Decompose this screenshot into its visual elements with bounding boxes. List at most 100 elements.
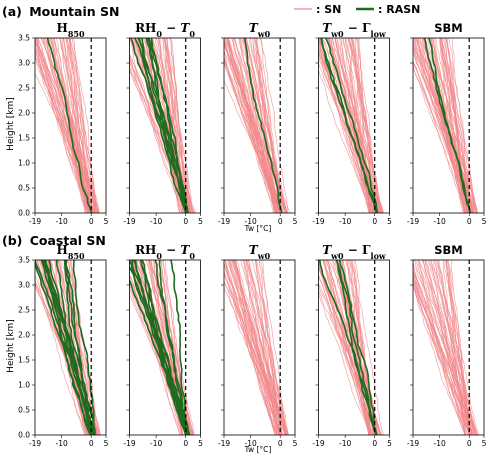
rasn-line (72, 260, 96, 435)
y-tick-label: 0.5 (18, 184, 30, 193)
x-tick-label: 0 (89, 217, 94, 226)
y-tick-label: 3.5 (18, 34, 30, 43)
x-tick-label: 5 (482, 439, 487, 448)
x-tick-label: -10 (150, 439, 162, 448)
x-tick-label: -19 (218, 217, 230, 226)
y-tick-label: 0.0 (18, 431, 30, 440)
x-tick-label: -10 (434, 439, 446, 448)
y-tick-label: 3.0 (18, 59, 30, 68)
sn-line (413, 263, 466, 435)
x-tick-label: 5 (104, 217, 109, 226)
sn-line (35, 38, 88, 213)
rasn-line (140, 260, 189, 435)
svg-text:(a) Mountain SN: (a) Mountain SN (2, 4, 119, 19)
x-tick-label: -19 (29, 439, 41, 448)
rasn-profiles (46, 38, 93, 213)
axes-frame (412, 37, 485, 214)
sn-line (224, 262, 276, 435)
svg-text:(b) Coastal SN: (b) Coastal SN (2, 233, 106, 248)
sn-line (228, 260, 289, 435)
sn-line (413, 283, 466, 435)
sn-line (413, 62, 470, 213)
subplot-title: H850 (56, 21, 84, 39)
subplot-b-1: -19 -10 0 5 0.0 0.5 1.0 1.5 2.0 2.5 3.0 3.5 H850 (18, 243, 109, 448)
axes-frame (129, 37, 201, 214)
sn-line (351, 260, 384, 435)
sn-line (422, 38, 469, 213)
y-tick-label: 0.5 (18, 406, 30, 415)
sn-line (318, 282, 382, 435)
subplot-grid: -19 -10 0 5 0.0 0.5 1.0 1.5 2.0 2.5 3.0 3.5 H850 -19 -… (18, 21, 487, 448)
sn-line (35, 51, 99, 213)
x-tick-label: 5 (482, 217, 487, 226)
subplot-title: H850 (56, 243, 84, 261)
sn-line (318, 260, 371, 435)
panel-a-ylabel: Height [km] (6, 97, 16, 151)
x-tick-label: 5 (293, 217, 298, 226)
y-tick-label: 3.0 (18, 281, 30, 290)
legend: : SN : RASN (294, 3, 420, 16)
x-tick-label: 0 (467, 217, 472, 226)
sn-line (224, 271, 289, 435)
y-tick-label: 1.5 (18, 356, 30, 365)
x-tick-label: 0 (467, 439, 472, 448)
y-tick-label: 2.5 (18, 84, 30, 93)
rasn-line (150, 38, 189, 213)
rasn-line (35, 260, 93, 435)
sn-line (50, 38, 100, 213)
y-tick-label: 1.0 (18, 159, 30, 168)
x-tick-label: 5 (104, 439, 109, 448)
axes-frame (34, 37, 107, 214)
subplot-title: RH0 − T0 (135, 243, 195, 261)
rasn-profiles (320, 38, 379, 213)
axes-frame (223, 259, 296, 436)
rasn-line (320, 38, 377, 213)
x-tick-label: -10 (434, 217, 446, 226)
y-tick-label: 1.0 (18, 381, 30, 390)
sn-line (248, 260, 283, 435)
sn-line (224, 62, 275, 213)
x-tick-label: 5 (293, 439, 298, 448)
sn-line (224, 79, 281, 213)
sn-line (230, 260, 278, 435)
x-tick-label: -10 (56, 439, 68, 448)
sn-line (259, 260, 281, 435)
x-tick-label: -19 (312, 217, 324, 226)
rasn-line (134, 260, 190, 435)
subplot-title: Tw0 (249, 21, 271, 39)
y-tick-label: 2.0 (18, 331, 30, 340)
sn-line (244, 38, 287, 213)
rasn-profiles (129, 260, 191, 435)
x-tick-label: 5 (387, 217, 392, 226)
sn-line (254, 38, 282, 213)
sn-line (260, 260, 287, 435)
rasn-profiles (244, 38, 283, 213)
sn-line (163, 260, 189, 435)
x-tick-label: 0 (278, 439, 283, 448)
sn-line (318, 38, 373, 213)
sn-line (329, 38, 372, 213)
sn-line (161, 38, 189, 213)
sn-line (224, 38, 277, 213)
sn-line (259, 38, 289, 213)
sn-line (43, 38, 96, 213)
rasn-line (134, 38, 188, 213)
sn-line (129, 275, 181, 435)
sn-line (35, 44, 87, 213)
sn-line (413, 61, 467, 213)
sn-line (53, 38, 86, 213)
sn-line (254, 260, 285, 435)
rasn-profiles (35, 260, 96, 435)
x-tick-label: -10 (56, 217, 68, 226)
sn-line (40, 260, 86, 435)
rasn-line (170, 260, 189, 435)
subplot-b-5: -19 -10 0 5 SBM (407, 243, 487, 448)
sn-profiles (318, 260, 384, 435)
rasn-line (338, 260, 378, 435)
sn-line (318, 273, 371, 435)
sn-profiles (35, 38, 100, 213)
sn-line (413, 269, 466, 435)
sn-line (70, 38, 94, 213)
sn-line (224, 59, 281, 213)
axes-frame (129, 259, 201, 436)
